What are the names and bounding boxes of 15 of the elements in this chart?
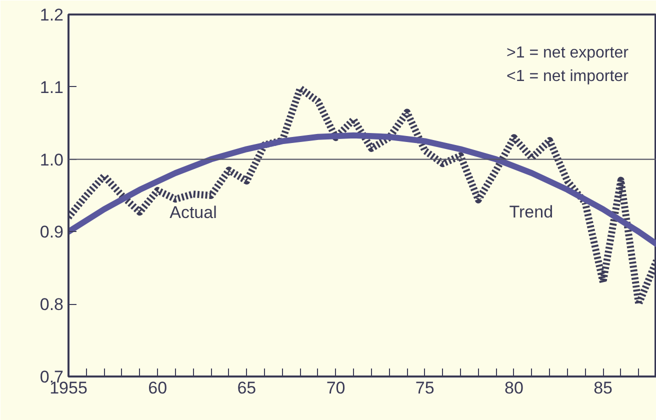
annotation: <1 = net importer (506, 68, 630, 86)
x-tick-label: 80 (504, 378, 524, 398)
x-tick-label: 65 (237, 378, 256, 398)
annotation: >1 = net exporter (506, 44, 630, 62)
y-tick-label: 1.1 (40, 78, 64, 97)
y-tick-label: 0.8 (40, 295, 64, 314)
x-tick-label: 60 (148, 378, 168, 398)
series-label: Actual (170, 203, 217, 222)
series-label: Trend (509, 202, 554, 222)
x-tick-label: 85 (594, 378, 613, 398)
x-tick-label: 70 (326, 378, 346, 398)
x-tick-label: 75 (415, 378, 434, 398)
y-tick-label: 0.9 (40, 222, 64, 242)
y-tick-label: 1.0 (40, 150, 64, 170)
y-tick-label: 1.2 (40, 6, 64, 24)
